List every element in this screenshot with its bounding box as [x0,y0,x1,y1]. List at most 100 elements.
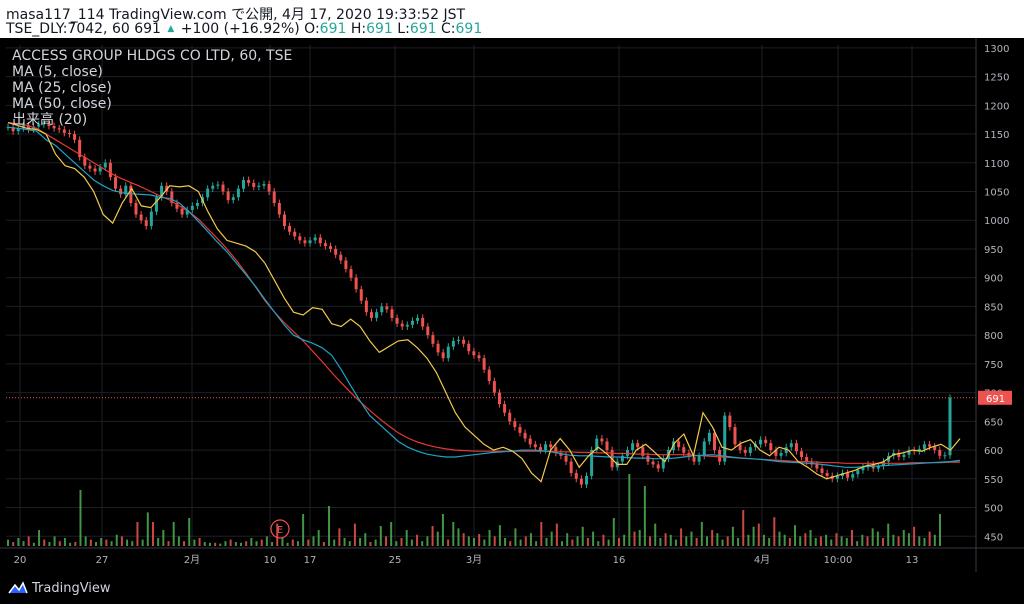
candle-body [257,185,261,187]
volume-bar [856,541,859,546]
volume-bar [550,531,553,546]
open-label: O: [304,21,320,37]
volume-bar [84,536,87,546]
volume-bar [597,541,600,546]
candle-body [436,343,440,353]
candle-body [518,427,522,433]
price-tick-label: 1300 [984,44,1009,55]
candle-body [538,447,542,451]
volume-bar [493,536,496,546]
price-chart[interactable]: 1300 1250 1200 1150 1100 1050 1000 950 900 850 800… [0,38,1024,572]
chart-panel[interactable]: 1300 1250 1200 1150 1100 1050 1000 950 900 850 800… [0,38,1024,572]
volume-bar [819,536,822,546]
candle-body [723,415,727,462]
volume-bar [359,538,362,546]
candle-body [492,381,496,393]
volume-bar [374,539,377,546]
legend-ma25: MA (25, close) [12,80,112,96]
candle-body [190,205,194,210]
candle-body [26,125,30,130]
volume-bar [628,474,631,546]
candle-body [339,254,343,261]
volume-bar [504,538,507,546]
volume-bar [410,539,413,546]
candle-body [697,455,701,462]
candle-body [544,444,548,451]
time-axis[interactable]: 20 27 2月 10 17 25 3月 16 4月 10:00 13 [0,547,1024,566]
earnings-marker[interactable]: E [270,519,290,539]
candle-body [784,447,788,453]
ma25-line [7,126,961,468]
volume-bar [664,533,667,546]
volume-bar [535,541,538,546]
candle-body [789,443,793,448]
volume-bar [240,542,242,546]
volume-bar [322,542,325,546]
volume-bar [561,541,564,546]
time-tick-label: 17 [304,555,317,566]
volume-bar [100,538,103,546]
volume-bar [747,534,750,546]
volume-bar [778,531,781,546]
candle-body [595,438,599,451]
candle-body [441,352,445,359]
volume-bar [328,506,331,546]
low-label: L: [397,21,410,37]
candle-body [800,451,804,457]
volume-bar [825,534,828,546]
candle-body [242,180,245,189]
candle-body [267,184,271,192]
volume-bar [576,536,579,546]
candle-body [733,427,737,445]
volume-bar [369,542,372,546]
candle-body [108,162,112,178]
volume-bar [384,536,387,546]
volume-bar [835,533,838,546]
candle-body [231,197,235,201]
volume-bar [177,536,180,546]
candle-body [421,317,425,327]
volume-bar [89,539,92,546]
candlesticks [6,119,952,488]
candle-body [559,452,563,456]
volume-bar [726,536,729,546]
price-axis[interactable]: 1300 1250 1200 1150 1100 1050 1000 950 900 850 800… [975,38,1012,572]
candle-body [298,236,302,241]
price-tick-label: 450 [984,532,1003,543]
volume-bar [250,538,253,546]
candle-body [948,397,952,456]
volume-bar [892,534,895,546]
candle-body [277,203,281,215]
candle-body [354,277,358,290]
volume-bar [524,536,527,546]
candle-body [380,306,384,313]
time-tick-label: 20 [14,555,27,566]
volume-bar [452,522,455,546]
candle-body [528,438,532,445]
volume-bar [882,538,885,546]
candle-body [318,237,322,244]
volume-bar [783,534,786,546]
volume-bar [63,538,66,546]
volume-bar [478,534,481,546]
volume-bar [773,517,776,546]
price-tick-label: 800 [984,331,1003,342]
candle-body [569,461,573,474]
volume-bar [638,530,641,546]
volume-bar [555,523,558,546]
volume-bar [214,542,217,546]
volume-bar [302,514,305,546]
volume-bar [571,539,574,546]
volume-bar [27,536,30,546]
volume-bar [22,541,25,546]
high-value: 691 [366,21,393,37]
volume-bar [110,541,113,546]
candle-body [37,124,41,127]
candle-body [585,475,589,485]
candle-body [656,464,660,469]
volume-bar [95,542,98,546]
volume-bar [799,536,802,546]
tradingview-logo-icon [8,580,28,600]
price-tick-label: 1100 [984,159,1009,170]
candle-body [651,461,655,465]
